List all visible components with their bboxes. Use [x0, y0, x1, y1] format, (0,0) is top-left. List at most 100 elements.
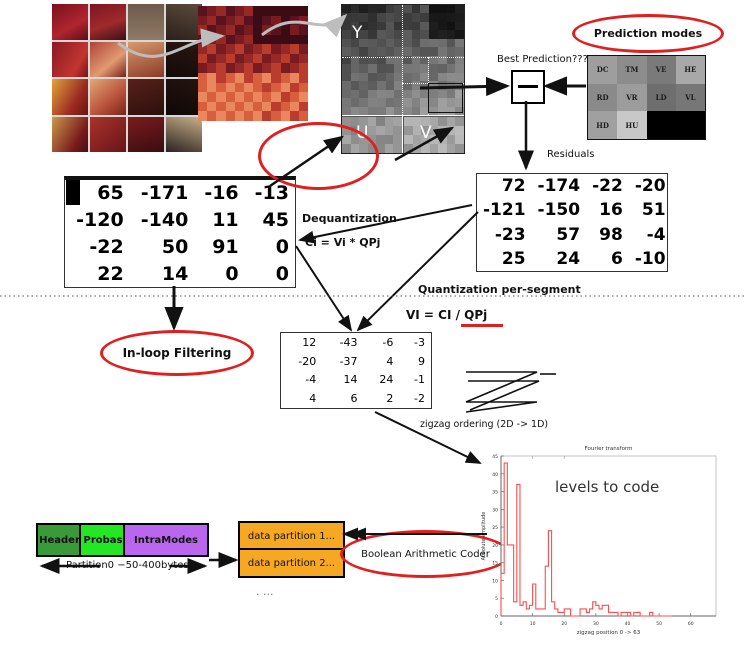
- pixel: [385, 13, 395, 22]
- data-partition-2: data partition 2...: [238, 548, 345, 578]
- pixel: [350, 72, 360, 82]
- pixel: [403, 64, 412, 73]
- pixel: [342, 89, 351, 99]
- matrix-cell: 98: [599, 224, 623, 245]
- pixel: [350, 13, 360, 22]
- pixel: [359, 81, 369, 90]
- pixel: [429, 64, 438, 73]
- matrix-cell: -22: [592, 176, 623, 197]
- pixel: [298, 6, 308, 16]
- pixel: [289, 73, 299, 83]
- mosaic-tile: [52, 4, 88, 40]
- chart-y-tick-label: 10: [492, 578, 498, 584]
- probas-block: Probas: [79, 523, 127, 557]
- pixel: [280, 111, 290, 121]
- pixel: [234, 34, 244, 45]
- pixel: [368, 21, 377, 31]
- matrix-cell: -4: [646, 224, 666, 245]
- pixel: [225, 73, 235, 83]
- pixel: [394, 55, 403, 65]
- pixel: [429, 55, 438, 65]
- pixel: [198, 6, 208, 16]
- pixel: [243, 25, 253, 35]
- pixel: [225, 63, 235, 74]
- pixel: [403, 106, 412, 115]
- matrix-cell: 6: [350, 392, 358, 406]
- pixel: [368, 5, 377, 14]
- pixel: [216, 25, 226, 35]
- pixel: [350, 55, 360, 65]
- pixel: [455, 47, 464, 56]
- pixel: [429, 30, 438, 39]
- pixel: [253, 73, 263, 83]
- prediction-mode-cell: DC: [588, 56, 618, 84]
- pixel: [393, 126, 402, 135]
- pixel: [289, 53, 299, 64]
- pixel: [420, 89, 430, 99]
- pixel: [437, 47, 447, 56]
- pixel: [455, 55, 464, 65]
- pixel: [298, 92, 308, 102]
- pixel: [437, 106, 447, 115]
- matrix-cell: 2: [386, 392, 394, 406]
- pixel: [376, 89, 386, 99]
- pixel: [298, 25, 308, 35]
- pixel: [437, 72, 447, 82]
- pixel: [350, 21, 360, 31]
- pixel: [280, 15, 290, 26]
- data-partition-1: data partition 1...: [238, 521, 345, 551]
- header-block-label: Header: [39, 534, 80, 546]
- pixel: [342, 72, 351, 82]
- pixel: [412, 117, 422, 126]
- pixel: [253, 34, 263, 45]
- pixel: [342, 13, 351, 22]
- table-row: 72 -174 -22 -20: [477, 174, 672, 198]
- pixel: [342, 47, 351, 56]
- matrix-cell: -22: [89, 235, 124, 258]
- pixel: [207, 73, 217, 83]
- pixel: [198, 15, 208, 26]
- pixel: [262, 6, 272, 16]
- prediction-mode-cell: LD: [646, 83, 676, 112]
- source-image-mosaic: [52, 4, 202, 152]
- pixel: [198, 63, 208, 74]
- pixel: [420, 13, 430, 22]
- pixel: [271, 44, 281, 54]
- mosaic-tile: [128, 116, 164, 152]
- pixel: [376, 144, 385, 153]
- pixel: [438, 117, 447, 126]
- pixel: [207, 82, 217, 93]
- matrix-cell: -37: [339, 354, 358, 368]
- pixel: [403, 98, 412, 107]
- pixel: [216, 111, 226, 121]
- pixel: [289, 15, 299, 26]
- pixel: [411, 55, 421, 65]
- matrix-cell: -150: [537, 200, 581, 221]
- matrix-cell: 57: [556, 224, 581, 245]
- pixel: [271, 53, 281, 64]
- pixel: [376, 72, 386, 82]
- pixel: [207, 34, 217, 45]
- pixel: [446, 135, 456, 144]
- pixel: [243, 92, 253, 102]
- pixel: [234, 6, 244, 16]
- pixel: [367, 117, 377, 126]
- pixel: [359, 106, 369, 115]
- table-row: -22 50 91 0: [65, 234, 295, 261]
- pixel: [420, 5, 430, 14]
- matrix-cell: -171: [140, 182, 189, 205]
- matrix-cell: 51: [641, 200, 666, 221]
- pixel: [253, 111, 263, 121]
- pixel: [298, 82, 308, 93]
- pixel: [421, 144, 430, 153]
- prediction-mode-cell: TM: [617, 56, 647, 84]
- pixel: [216, 34, 226, 45]
- pixel: [384, 144, 394, 153]
- pixel: [359, 38, 369, 48]
- pixel: [394, 13, 403, 22]
- intramodes-block-label: IntraModes: [133, 534, 198, 546]
- matrix-cell: 50: [161, 235, 189, 258]
- pixel: [225, 111, 235, 121]
- matrix-cell: 6: [610, 248, 623, 269]
- selected-subblock-outline: [428, 83, 463, 113]
